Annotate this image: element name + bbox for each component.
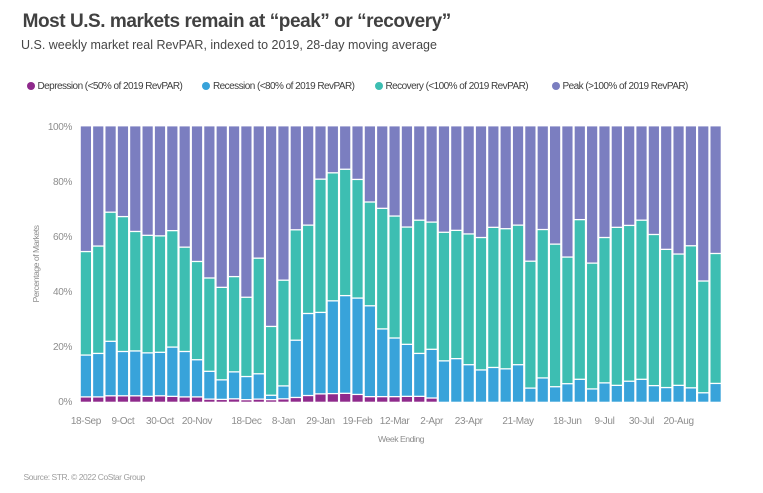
svg-text:20-Aug: 20-Aug [664, 416, 694, 427]
svg-text:9-Oct: 9-Oct [112, 416, 135, 427]
svg-text:21-May: 21-May [502, 416, 534, 427]
svg-text:20-Nov: 20-Nov [182, 416, 212, 427]
svg-text:60%: 60% [53, 232, 72, 243]
svg-text:18-Dec: 18-Dec [231, 416, 261, 427]
svg-text:19-Feb: 19-Feb [343, 416, 373, 427]
svg-text:18-Jun: 18-Jun [553, 416, 581, 427]
svg-text:20%: 20% [53, 342, 72, 353]
svg-text:40%: 40% [53, 287, 72, 298]
svg-text:29-Jan: 29-Jan [306, 416, 334, 427]
svg-text:18-Sep: 18-Sep [71, 416, 102, 427]
svg-text:0%: 0% [58, 397, 72, 408]
svg-text:23-Apr: 23-Apr [455, 416, 484, 427]
svg-text:100%: 100% [48, 122, 73, 133]
svg-text:Percentage of Markets: Percentage of Markets [31, 224, 41, 302]
svg-text:80%: 80% [53, 177, 72, 188]
svg-text:30-Jul: 30-Jul [629, 416, 654, 427]
svg-text:Week Ending: Week Ending [378, 434, 425, 444]
svg-text:30-Oct: 30-Oct [146, 416, 174, 427]
svg-text:8-Jan: 8-Jan [272, 416, 295, 427]
svg-text:12-Mar: 12-Mar [380, 416, 411, 427]
svg-text:9-Jul: 9-Jul [595, 416, 615, 427]
svg-text:2-Apr: 2-Apr [420, 416, 444, 427]
